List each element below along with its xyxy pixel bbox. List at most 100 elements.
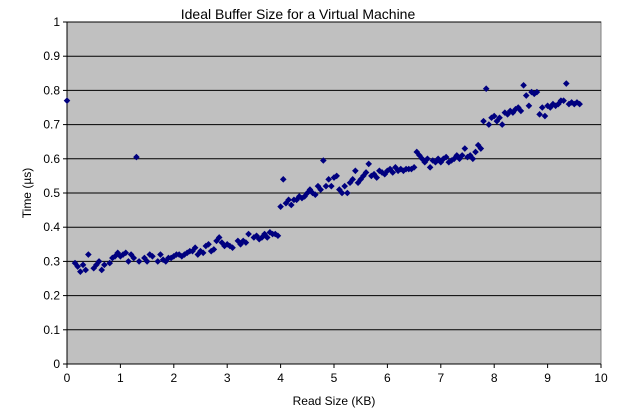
data-point <box>194 251 202 258</box>
data-point <box>122 249 130 257</box>
data-point <box>317 186 324 193</box>
data-point <box>568 99 575 106</box>
data-point <box>63 97 71 104</box>
data-point <box>295 193 303 200</box>
data-point <box>408 165 415 173</box>
data-point <box>338 189 346 197</box>
data-point <box>336 186 343 193</box>
data-point <box>274 232 282 240</box>
data-point <box>333 172 340 180</box>
data-point <box>400 167 407 175</box>
data-points <box>63 80 583 275</box>
y-tick-label: 0.6 <box>43 152 60 166</box>
data-point <box>119 251 127 258</box>
y-tick-label: 1 <box>53 15 60 29</box>
data-point <box>304 189 311 197</box>
x-tick-label: 10 <box>594 371 608 385</box>
data-point <box>167 254 175 262</box>
x-tick-label: 8 <box>491 371 498 385</box>
y-tick-label: 0.3 <box>43 254 60 268</box>
data-point <box>533 88 541 96</box>
data-point <box>141 254 148 262</box>
data-point <box>135 258 143 265</box>
data-point <box>82 266 89 274</box>
data-point <box>344 189 351 197</box>
data-point <box>504 111 511 118</box>
x-tick-label: 6 <box>384 371 391 385</box>
data-point <box>213 237 220 245</box>
y-axis: 0 0.1 0.2 0.3 0.4 0.5 0.6 0.7 0.8 0.9 1 <box>43 15 68 371</box>
data-point <box>183 249 191 257</box>
data-point <box>223 241 231 248</box>
x-tick-label: 0 <box>64 371 71 385</box>
data-point <box>245 230 252 238</box>
data-point <box>189 247 196 255</box>
data-point <box>461 145 469 152</box>
y-tick-label: 0.2 <box>43 289 60 303</box>
x-tick-label: 5 <box>331 371 338 385</box>
data-point <box>378 169 386 176</box>
data-point <box>530 90 538 98</box>
data-point <box>170 252 178 260</box>
data-point <box>157 251 164 258</box>
data-point <box>149 252 156 260</box>
data-point <box>517 107 525 115</box>
data-point <box>541 112 549 120</box>
data-point <box>349 176 356 183</box>
data-point <box>285 196 292 204</box>
data-point <box>365 160 373 168</box>
data-point <box>362 169 370 176</box>
data-point <box>328 182 335 190</box>
x-tick-label: 4 <box>277 371 284 385</box>
data-point <box>538 104 546 111</box>
chart-title: Ideal Buffer Size for a Virtual Machine <box>181 6 416 22</box>
data-point <box>279 176 287 183</box>
data-point <box>271 230 279 238</box>
data-point <box>437 158 445 166</box>
data-point <box>469 155 477 163</box>
data-point <box>312 191 319 199</box>
data-point <box>341 182 348 190</box>
x-tick-label: 7 <box>437 371 444 385</box>
data-point <box>258 234 266 241</box>
data-point <box>520 81 527 89</box>
y-tick-label: 0.9 <box>43 49 60 63</box>
data-point <box>552 102 559 110</box>
data-point <box>429 157 437 164</box>
y-tick-label: 0.5 <box>43 186 60 200</box>
data-point <box>360 172 367 180</box>
y-tick-label: 0.4 <box>43 220 60 234</box>
data-point <box>98 266 106 274</box>
y-tick-label: 0.8 <box>43 83 60 97</box>
data-point <box>266 229 274 236</box>
data-point <box>376 167 383 175</box>
data-point <box>95 258 103 265</box>
data-point <box>133 153 140 161</box>
data-point <box>394 167 402 175</box>
data-point <box>472 148 479 156</box>
data-point <box>493 117 501 125</box>
data-point <box>322 182 330 190</box>
data-point <box>293 196 300 204</box>
data-point <box>71 259 79 267</box>
x-axis: 0 1 2 3 4 5 6 7 8 9 10 <box>64 363 608 385</box>
data-point <box>229 244 236 252</box>
data-point <box>389 169 397 176</box>
data-point <box>418 155 426 163</box>
data-point <box>474 141 482 149</box>
data-point <box>199 249 207 257</box>
data-point <box>250 234 258 241</box>
data-point <box>424 155 431 163</box>
x-tick-label: 9 <box>544 371 551 385</box>
data-point <box>458 152 466 159</box>
data-point <box>74 263 81 270</box>
data-point <box>263 234 271 241</box>
data-point <box>432 158 439 166</box>
data-point <box>143 258 151 265</box>
data-point <box>146 251 154 258</box>
data-point <box>522 92 530 99</box>
data-point <box>191 244 199 252</box>
data-point <box>215 234 223 241</box>
data-point <box>440 155 447 163</box>
gridlines <box>67 21 601 331</box>
